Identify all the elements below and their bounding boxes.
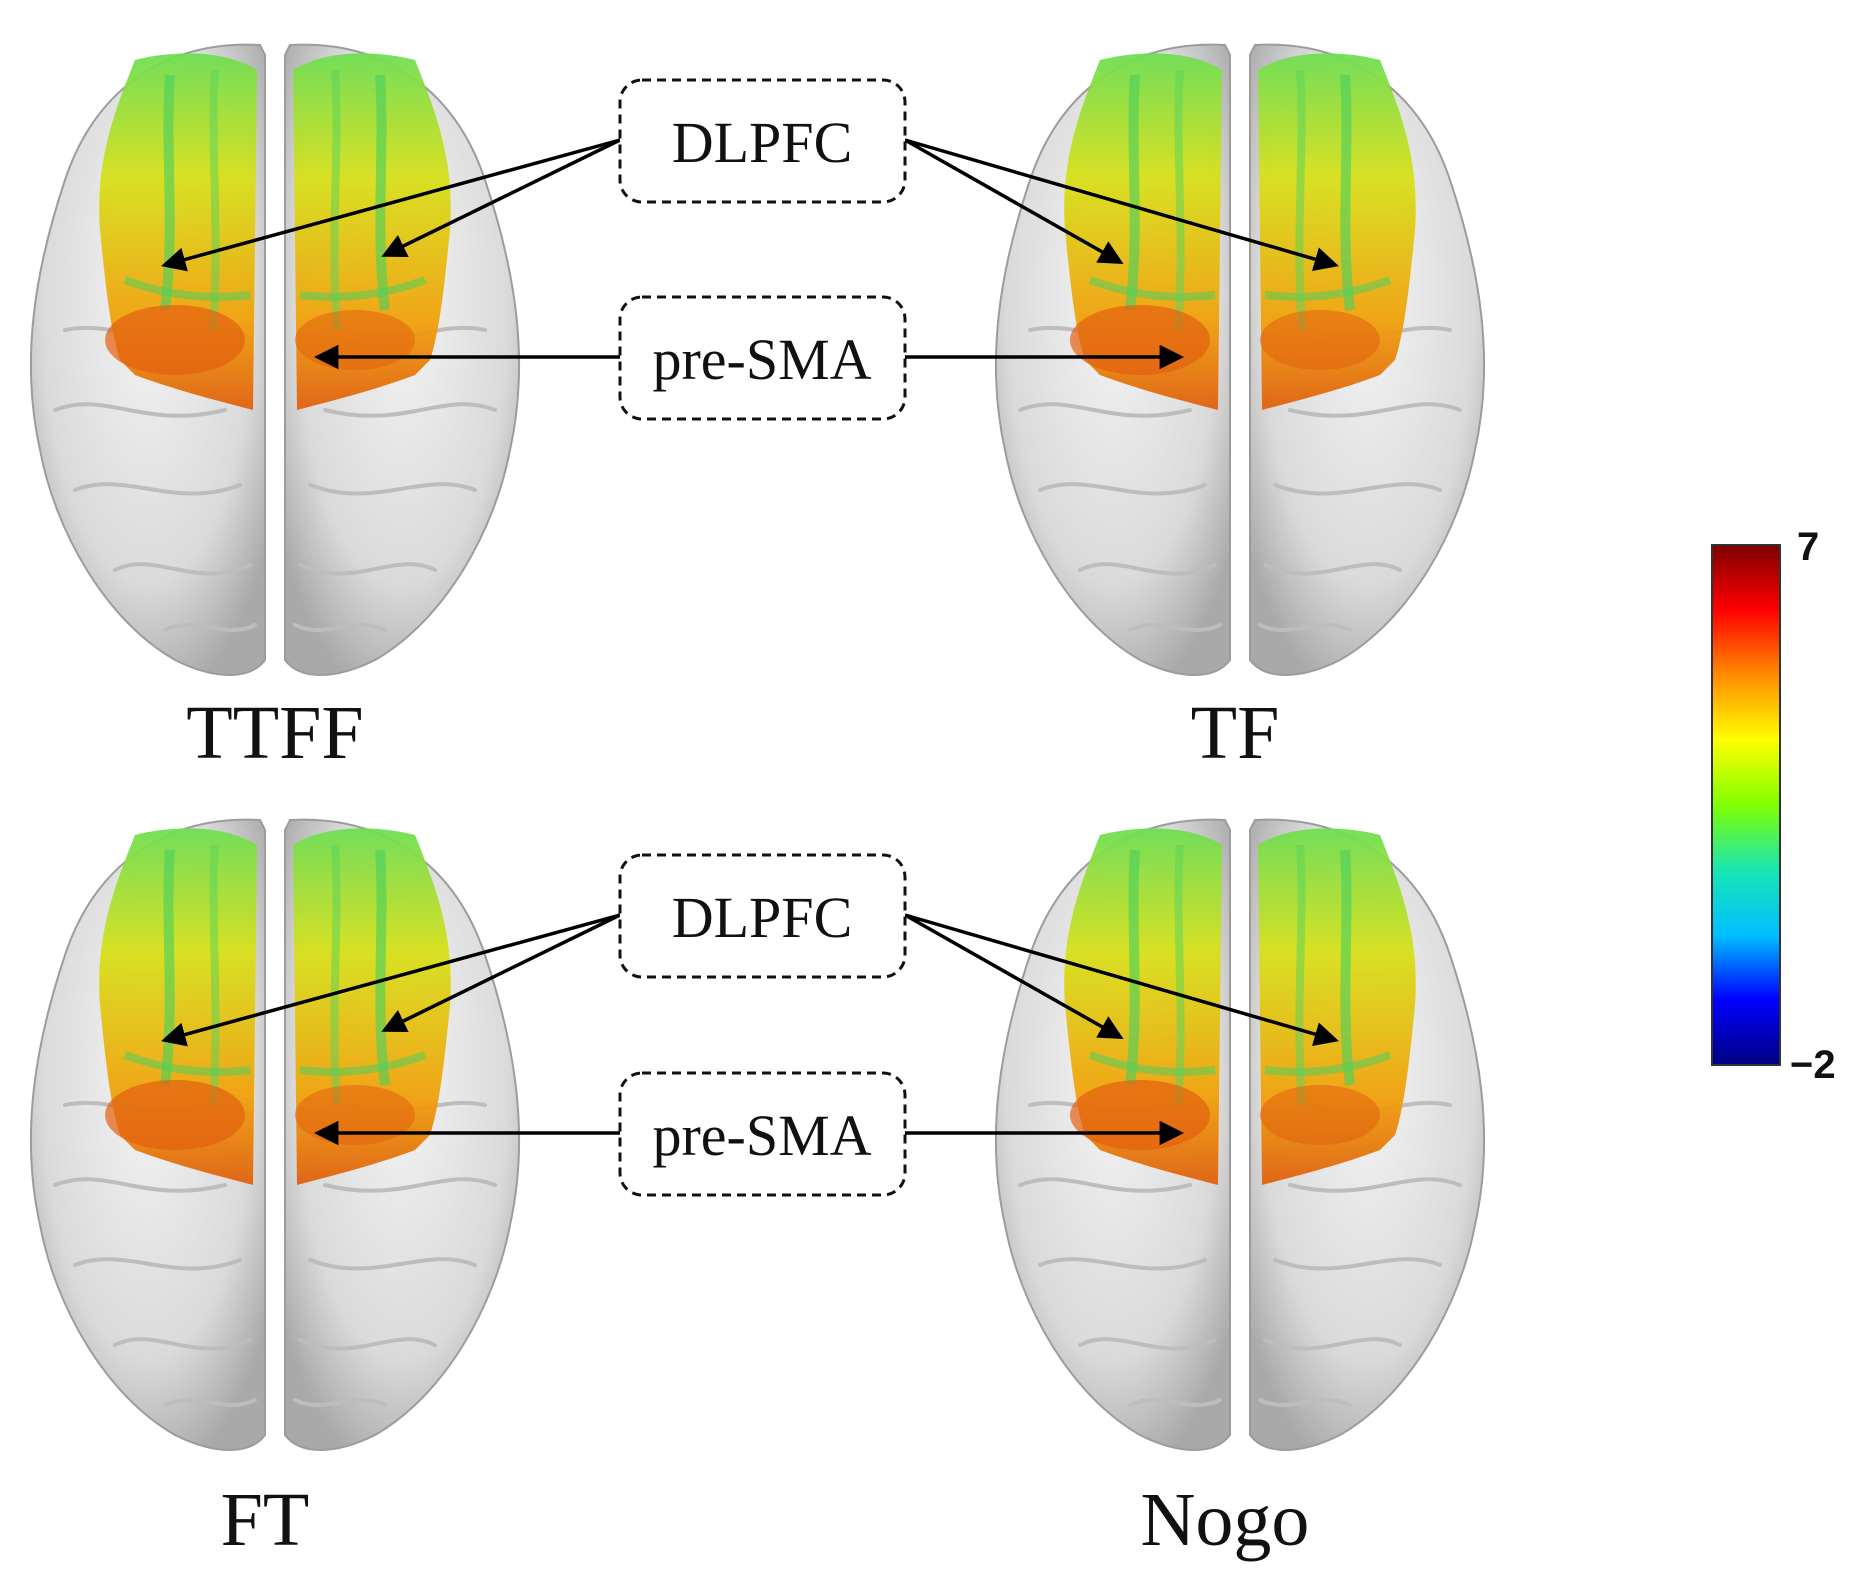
panel-nogo [996, 820, 1484, 1450]
brain-ft [31, 820, 519, 1450]
callout-dlpfc-bottom: DLPFC [618, 853, 907, 979]
panel-tf [996, 45, 1484, 675]
callout-dlpfc-bottom-text: DLPFC [672, 885, 853, 950]
brain-nogo [996, 820, 1484, 1450]
colorbar: 7 −2 [1711, 525, 1836, 1087]
label-tf: TF [1191, 691, 1280, 775]
colorbar-gradient [1711, 544, 1781, 1066]
callout-presma-bottom: pre-SMA [618, 1071, 907, 1197]
label-ft: FT [221, 1478, 310, 1562]
panel-ft [31, 820, 519, 1450]
callout-presma-bottom-text: pre-SMA [652, 1103, 871, 1168]
arrows-bottom [161, 913, 1339, 1146]
label-ttff: TTFF [186, 691, 363, 775]
brain-ttff [31, 45, 519, 675]
label-nogo: Nogo [1141, 1478, 1310, 1562]
callout-dlpfc-top-text: DLPFC [672, 110, 853, 175]
callout-presma-top: pre-SMA [618, 295, 907, 421]
brain-tf [996, 45, 1484, 675]
panel-ttff [31, 45, 519, 675]
colorbar-max-label: 7 [1797, 525, 1819, 569]
arrows-top [161, 138, 1339, 370]
callout-presma-top-text: pre-SMA [652, 327, 871, 392]
callout-dlpfc-top: DLPFC [618, 78, 907, 204]
colorbar-min-label: −2 [1790, 1043, 1836, 1087]
